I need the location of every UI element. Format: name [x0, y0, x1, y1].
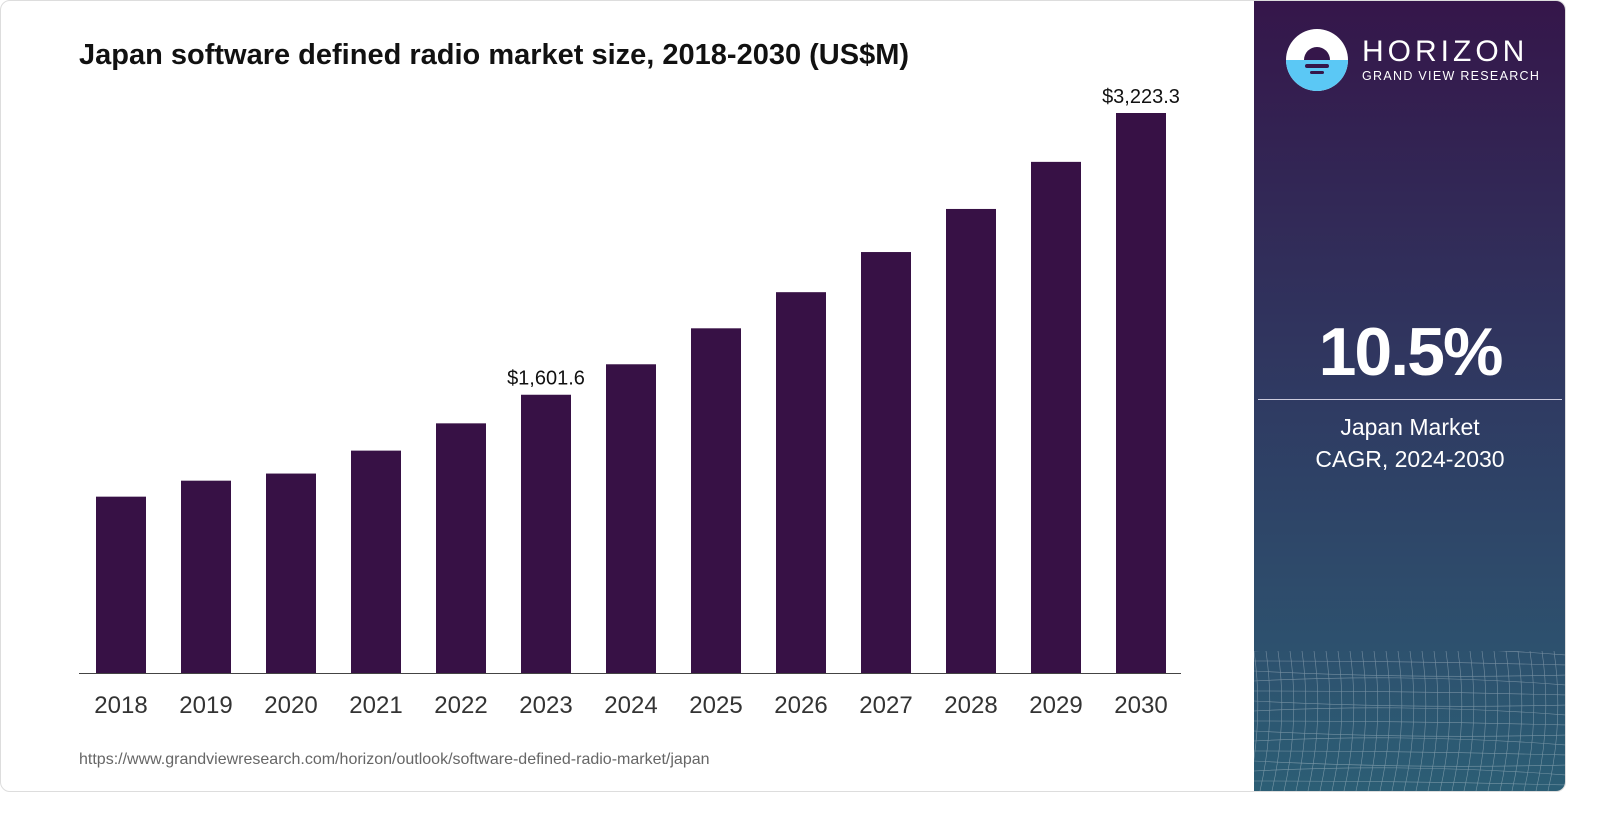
- source-url: https://www.grandviewresearch.com/horizo…: [79, 751, 710, 768]
- chart-card: Japan software defined radio market size…: [0, 0, 1566, 792]
- bar-2018: [96, 496, 146, 673]
- data-label: $3,223.3: [1102, 86, 1180, 108]
- x-tick-label: 2021: [349, 692, 402, 719]
- bar-2029: [1031, 161, 1081, 674]
- bar-2028: [946, 208, 996, 673]
- chart-title: Japan software defined radio market size…: [79, 39, 910, 71]
- x-tick-label: 2026: [774, 692, 827, 719]
- x-tick-label: 2024: [604, 692, 657, 719]
- bar-2025: [691, 328, 741, 673]
- bar-2030: [1116, 113, 1166, 673]
- bar-2019: [181, 480, 231, 673]
- side-panel: HORIZON GRAND VIEW RESEARCH 10.5% Japan …: [1254, 1, 1565, 791]
- horizon-logo-icon: [1286, 29, 1348, 91]
- bar-2022: [436, 423, 486, 673]
- brand-subtitle: GRAND VIEW RESEARCH: [1362, 69, 1541, 83]
- mesh-decoration: [1254, 651, 1565, 791]
- bar-2024: [606, 364, 656, 673]
- x-tick-label: 2028: [944, 692, 997, 719]
- cagr-value: 10.5%: [1318, 314, 1504, 390]
- brand-name: HORIZON: [1362, 35, 1529, 68]
- cagr-label-line1: Japan Market: [1340, 414, 1480, 440]
- cagr-label: Japan Market CAGR, 2024-2030: [1254, 411, 1565, 475]
- bar-chart: 2018 2019 2020 2021 2022 2023 $1,601.6 2024 2025…: [79, 86, 1181, 719]
- x-tick-label: 2025: [689, 692, 742, 719]
- bar-2026: [776, 292, 826, 673]
- x-tick-label: 2030: [1114, 692, 1167, 719]
- x-tick-label: 2020: [264, 692, 317, 719]
- bar-2023: [521, 394, 571, 673]
- x-tick-label: 2029: [1029, 692, 1082, 719]
- bar-2021: [351, 450, 401, 673]
- bar-2020: [266, 473, 316, 673]
- x-tick-label: 2019: [179, 692, 232, 719]
- bar-2027: [861, 252, 911, 674]
- x-tick-label: 2018: [94, 692, 147, 719]
- x-tick-label: 2022: [434, 692, 487, 719]
- x-tick-label: 2023: [519, 692, 572, 719]
- cagr-label-line2: CAGR, 2024-2030: [1315, 446, 1505, 472]
- x-tick-label: 2027: [859, 692, 912, 719]
- divider: [1258, 399, 1562, 400]
- data-label: $1,601.6: [507, 368, 585, 390]
- horizon-logo: HORIZON GRAND VIEW RESEARCH: [1286, 29, 1540, 91]
